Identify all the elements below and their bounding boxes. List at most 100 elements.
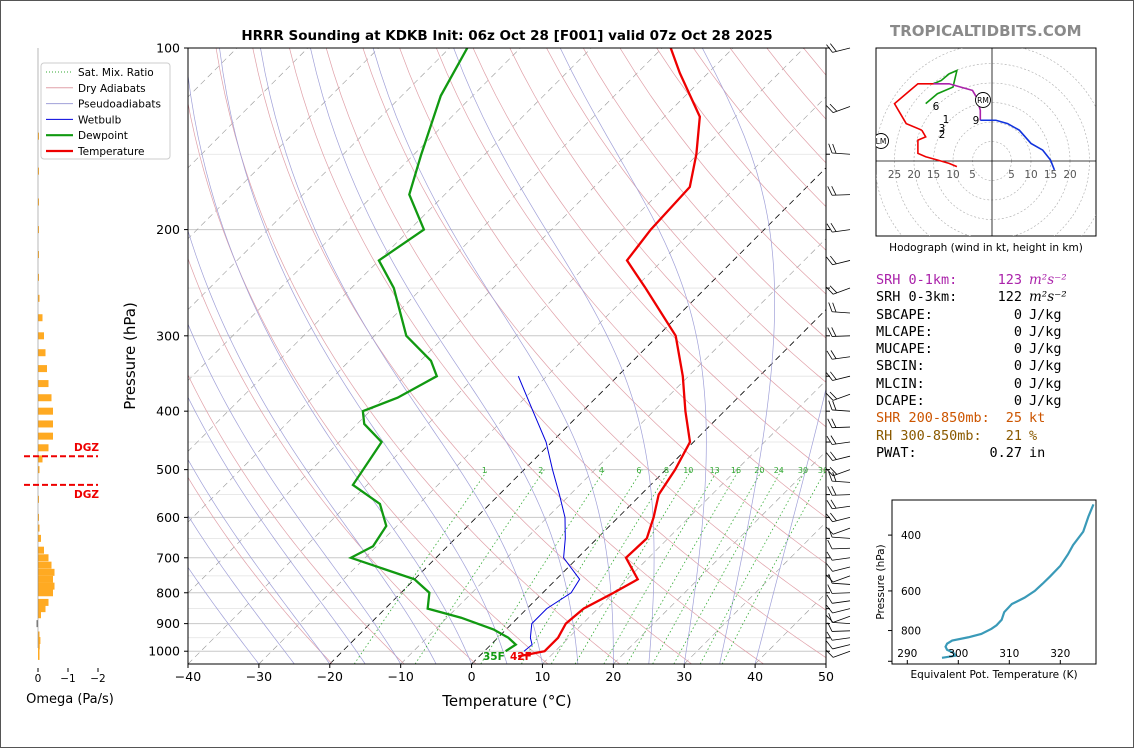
hodograph-tick-label: 15 (1044, 169, 1057, 181)
barb-flag (825, 615, 834, 623)
barb-flag (830, 222, 837, 232)
barb-flag (832, 143, 837, 154)
barb-staff (832, 152, 851, 155)
y-axis-label: Pressure (hPa) (121, 302, 139, 410)
x-tick-label: −10 (387, 669, 413, 684)
isotherm (188, 48, 450, 310)
stat-row: SHR 200-850mb: 25 kt (876, 410, 1106, 427)
sounding-parameters: SRH 0-1km: 123 m²s⁻² SRH 0-3km: 122 m²s⁻² SBCA… (876, 272, 1106, 462)
omega-bar (38, 652, 40, 660)
y-tick-label: 1000 (148, 644, 180, 659)
stat-unit: in (1029, 444, 1046, 461)
stat-label: SBCAPE: (876, 306, 933, 323)
wind-barb (827, 486, 851, 496)
theta-e-x-tick-label: 320 (1050, 648, 1070, 660)
x-tick-label: 10 (534, 669, 550, 684)
omega-tick-label: −2 (90, 673, 105, 685)
mixing-ratio-line (414, 469, 545, 664)
mixing-ratio-line (550, 469, 670, 664)
barb-staff (832, 480, 851, 483)
wind-barb (826, 371, 851, 381)
y-tick-label: 700 (156, 550, 180, 565)
wind-barb (825, 103, 851, 113)
y-tick-label: 100 (156, 41, 180, 56)
stat-row: PWAT: 0.27 in (876, 445, 1106, 462)
height-label: 2 (939, 129, 946, 141)
omega-bar (38, 198, 39, 206)
theta-e-panel: 290 300 310 320 400 600 800 Equivalent Pot. Te… (875, 499, 1097, 681)
theta-e-y-tick-label: 800 (901, 626, 921, 638)
dry-adiabat (509, 48, 826, 428)
wind-barb (826, 222, 851, 233)
omega-bar (38, 420, 53, 428)
wind-barb (827, 622, 851, 632)
barb-staff (832, 106, 851, 113)
barb-staff (832, 527, 851, 535)
mixing-ratio-label: 30 (798, 466, 808, 475)
x-tick-label: 40 (747, 669, 763, 684)
pseudoadiabat (188, 396, 366, 664)
barb-flag (826, 435, 833, 445)
barb-flag (828, 143, 833, 154)
stat-unit: J/kg (1029, 341, 1062, 358)
barb-staff (831, 194, 851, 196)
barb-flag (828, 471, 833, 482)
wind-barb (826, 451, 851, 461)
omega-tick-label: −1 (60, 673, 75, 685)
stat-label: MLCIN: (876, 375, 925, 392)
dry-adiabat (215, 48, 621, 664)
omega-bar (38, 226, 39, 234)
omega-bar (38, 455, 43, 463)
mixing-ratio-label: 10 (683, 466, 693, 475)
omega-bar (38, 394, 52, 402)
barb-flag (825, 468, 834, 477)
omega-bar (38, 568, 55, 576)
hodograph-caption: Hodograph (wind in kt, height in km) (889, 242, 1083, 254)
isotherm (258, 96, 826, 664)
wind-barbs (825, 43, 851, 658)
x-tick-label: −30 (246, 669, 272, 684)
barb-flag (828, 400, 833, 411)
barb-flag (825, 286, 834, 295)
wind-barb (828, 400, 851, 412)
omega-bar (38, 605, 46, 613)
barb-flag (829, 391, 838, 400)
stat-row: SRH 0-3km: 122 m²s⁻² (876, 289, 1106, 306)
barb-flag (828, 302, 833, 312)
stat-unit: J/kg (1029, 306, 1062, 323)
barb-flag (826, 223, 833, 233)
y-tick-label: 600 (156, 510, 180, 525)
barb-flag (825, 526, 834, 535)
stat-unit: J/kg (1029, 323, 1062, 340)
stat-unit: kt (1029, 410, 1046, 427)
x-tick-label: −40 (175, 669, 201, 684)
omega-bar (38, 251, 39, 259)
stat-label: MUCAPE: (876, 341, 933, 358)
stat-row: MLCIN: 0 J/kg (876, 376, 1106, 393)
pseudoadiabat (188, 323, 401, 664)
barb-staff (832, 505, 851, 510)
barb-flag (831, 486, 837, 496)
omega-bar (38, 513, 39, 521)
omega-bar (38, 575, 53, 583)
wind-barb (827, 539, 851, 550)
hodograph-tick-label: 15 (927, 169, 940, 181)
omega-bar (38, 582, 55, 590)
wind-barb (826, 563, 851, 572)
barb-staff (832, 621, 851, 625)
dry-adiabat (582, 48, 826, 339)
stat-row: SBCIN: 0 J/kg (876, 358, 1106, 375)
stat-value: 0 (1013, 393, 1022, 410)
pseudoadiabat (702, 48, 776, 664)
barb-staff (831, 426, 851, 429)
x-axis-label: Temperature (°C) (441, 692, 571, 710)
mixing-ratio-line (353, 469, 489, 664)
stat-value: 0 (1013, 358, 1022, 375)
legend-label: Wetbulb (78, 114, 122, 126)
x-tick-label: −20 (317, 669, 343, 684)
dewpoint-profile (348, 48, 518, 653)
legend: Sat. Mix. Ratio Dry Adiabats Pseudoadiabat… (40, 62, 171, 160)
pseudoadiabat (372, 48, 614, 664)
legend-box (40, 62, 171, 160)
